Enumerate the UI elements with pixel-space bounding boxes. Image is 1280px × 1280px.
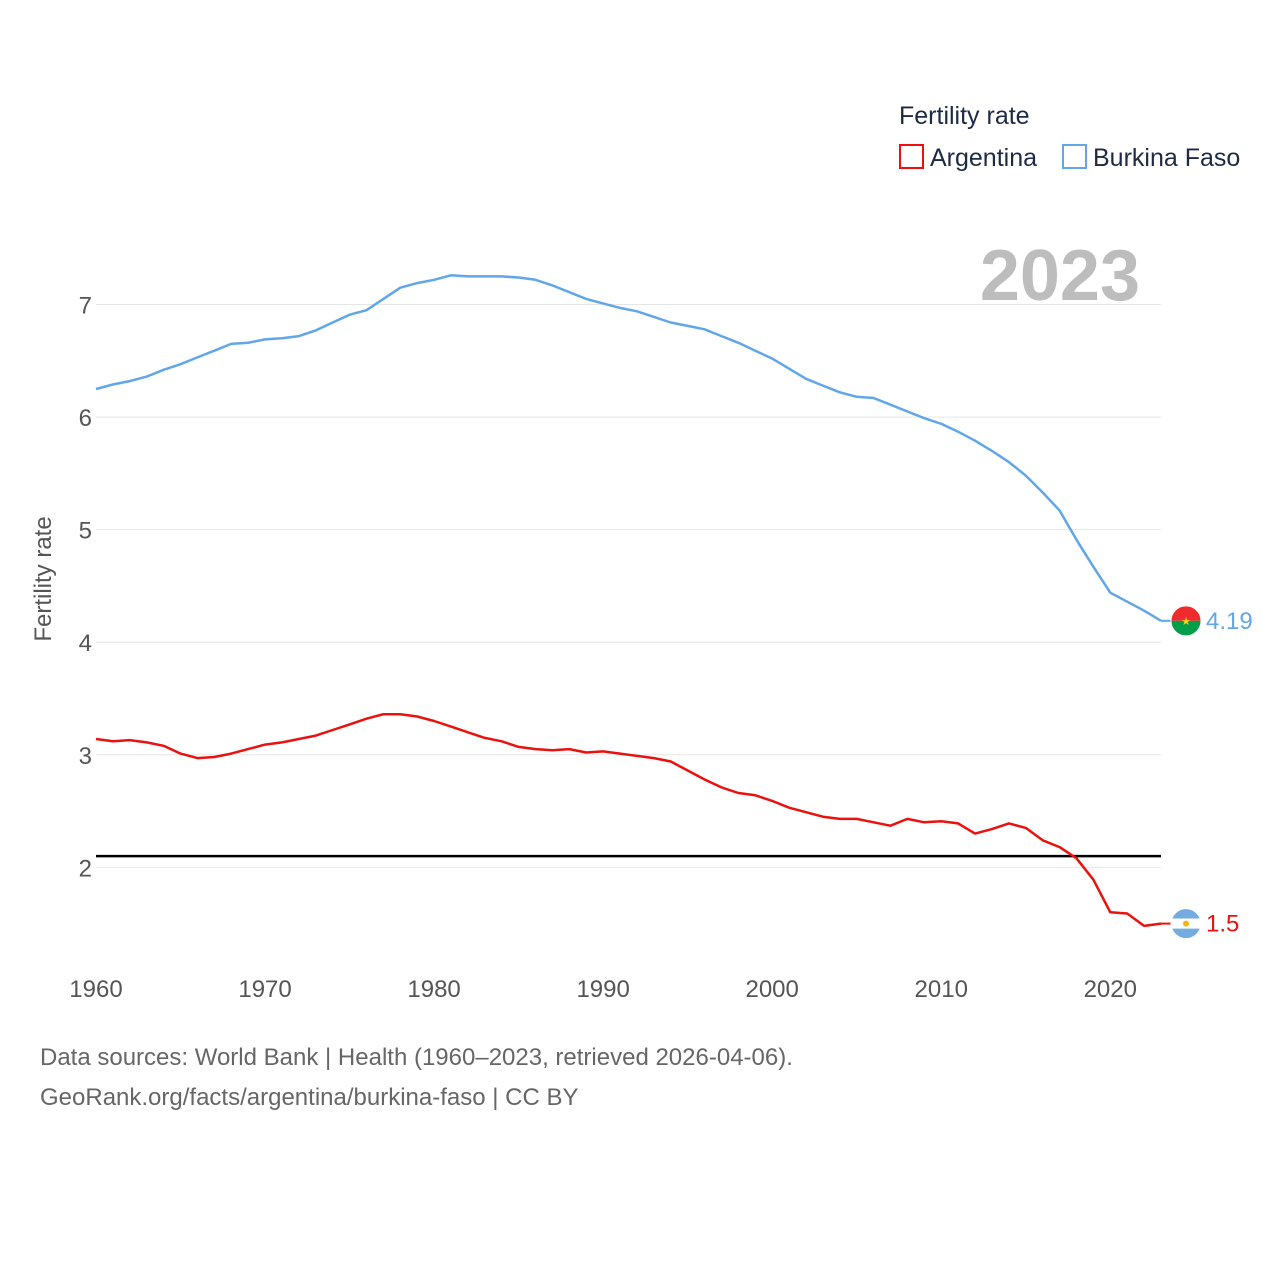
legend-item-burkina-faso[interactable]: Burkina Faso: [1062, 144, 1240, 172]
legend: Fertility rate Argentina Burkina Faso: [899, 102, 1240, 172]
y-axis-title: Fertility rate: [30, 516, 57, 641]
series-line-argentina[interactable]: [95, 712, 1162, 928]
flag-argentina-icon: [1170, 908, 1202, 940]
x-tick-label-2020: 2020: [1084, 976, 1137, 1003]
x-tick-label-1960: 1960: [69, 976, 122, 1003]
series-lines: [95, 274, 1162, 928]
end-markers: 1.5 ★ 4.19: [1161, 605, 1253, 940]
x-tick-label-1990: 1990: [576, 976, 629, 1003]
x-tick-label-2010: 2010: [915, 976, 968, 1003]
y-tick-label-7: 7: [79, 293, 92, 320]
year-display: 2023: [980, 236, 1140, 316]
legend-title: Fertility rate: [899, 102, 1030, 130]
end-value-burkina-faso: 4.19: [1206, 608, 1253, 635]
y-tick-label-4: 4: [79, 630, 92, 657]
gridlines: [96, 304, 1161, 868]
y-tick-label-2: 2: [79, 855, 92, 882]
end-value-argentina: 1.5: [1206, 911, 1239, 938]
x-tick-label-1980: 1980: [407, 976, 460, 1003]
legend-item-argentina[interactable]: Argentina: [899, 144, 1037, 172]
legend-swatch-argentina: [899, 144, 924, 169]
x-axis-ticks: 1960 1970 1980 1990 2000 2010 2020: [69, 976, 1137, 1003]
x-tick-label-1970: 1970: [238, 976, 291, 1003]
y-tick-label-3: 3: [79, 743, 92, 770]
svg-text:★: ★: [1181, 615, 1191, 628]
series-line-burkina-faso[interactable]: [95, 274, 1162, 622]
source-line-2[interactable]: GeoRank.org/facts/argentina/burkina-faso…: [40, 1084, 579, 1111]
y-tick-label-6: 6: [79, 405, 92, 432]
legend-swatch-burkina-faso: [1062, 144, 1087, 169]
flag-burkina-faso-icon: ★: [1170, 605, 1202, 637]
legend-label-burkina-faso: Burkina Faso: [1093, 144, 1240, 172]
source-line-1: Data sources: World Bank | Health (1960–…: [40, 1044, 793, 1071]
y-axis-ticks: 2 3 4 5 6 7: [79, 293, 92, 883]
y-tick-label-5: 5: [79, 518, 92, 545]
x-tick-label-2000: 2000: [745, 976, 798, 1003]
legend-label-argentina: Argentina: [930, 144, 1037, 172]
